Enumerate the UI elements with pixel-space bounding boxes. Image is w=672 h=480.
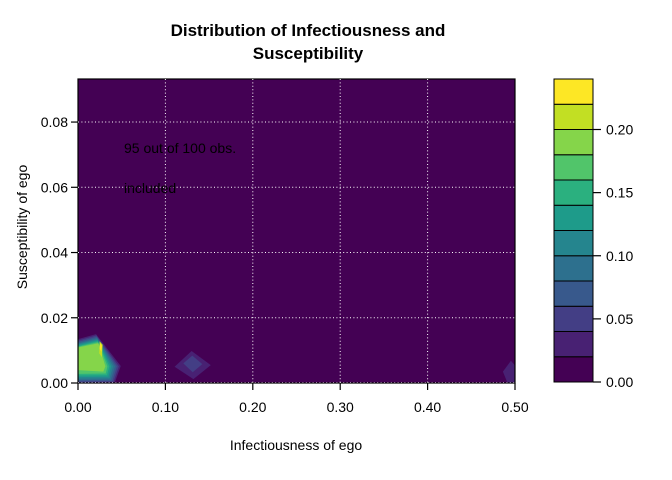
contour-band-main-peak-L0.22 bbox=[99, 343, 102, 352]
x-tick-label: 0.00 bbox=[64, 399, 91, 415]
legend-cell bbox=[553, 305, 594, 332]
legend-cell bbox=[553, 356, 594, 383]
contour-bands-group bbox=[78, 334, 515, 383]
legend-tick-label: 0.05 bbox=[606, 311, 633, 327]
obs-annotation-line1: 95 out of 100 obs. bbox=[124, 140, 237, 156]
legend-cell bbox=[553, 179, 594, 206]
legend-cell bbox=[553, 78, 594, 105]
legend-tick-label: 0.10 bbox=[606, 248, 633, 264]
contour-band-right-edge-peak-L0.02 bbox=[502, 360, 515, 383]
grid-group bbox=[78, 79, 515, 383]
obs-annotation-line2: included bbox=[124, 180, 177, 196]
legend-cell bbox=[553, 331, 594, 358]
legend-cell bbox=[553, 154, 594, 181]
legend-cell bbox=[553, 280, 594, 307]
legend-cell bbox=[553, 204, 594, 231]
x-tick-label: 0.40 bbox=[414, 399, 441, 415]
y-axis-label: Susceptibility of ego bbox=[14, 164, 30, 290]
contour-band-main-peak-L0.18 bbox=[78, 343, 106, 372]
x-tick-label: 0.10 bbox=[152, 399, 179, 415]
x-tick-label: 0.50 bbox=[501, 399, 528, 415]
legend-tick-label: 0.20 bbox=[606, 122, 633, 138]
plot-background bbox=[78, 79, 515, 383]
chart-title: Distribution of Infectiousness and Susce… bbox=[0, 19, 616, 65]
x-tick-label: 0.30 bbox=[327, 399, 354, 415]
legend-cell bbox=[553, 129, 594, 156]
x-axis-label: Infectiousness of ego bbox=[229, 437, 363, 453]
y-tick-label: 0.02 bbox=[41, 310, 68, 326]
y-tick-label: 0.08 bbox=[41, 114, 68, 130]
y-tick-label: 0.06 bbox=[41, 179, 68, 195]
contour-band-secondary-peak-L0.04 bbox=[183, 355, 203, 373]
legend-tick-label: 0.00 bbox=[606, 374, 633, 390]
x-tick-label: 0.20 bbox=[239, 399, 266, 415]
y-tick-label: 0.04 bbox=[41, 245, 68, 261]
y-tick-label: 0.00 bbox=[41, 375, 68, 391]
chart-title-line1: Distribution of Infectiousness and bbox=[170, 21, 446, 40]
legend-cell bbox=[553, 230, 594, 257]
obs-annotation: 95 out of 100 obs. included bbox=[124, 118, 236, 218]
legend-cell bbox=[553, 255, 594, 282]
chart-title-line2: Susceptibility bbox=[252, 44, 364, 63]
legend-cell bbox=[553, 103, 594, 130]
legend-tick-label: 0.15 bbox=[606, 185, 633, 201]
